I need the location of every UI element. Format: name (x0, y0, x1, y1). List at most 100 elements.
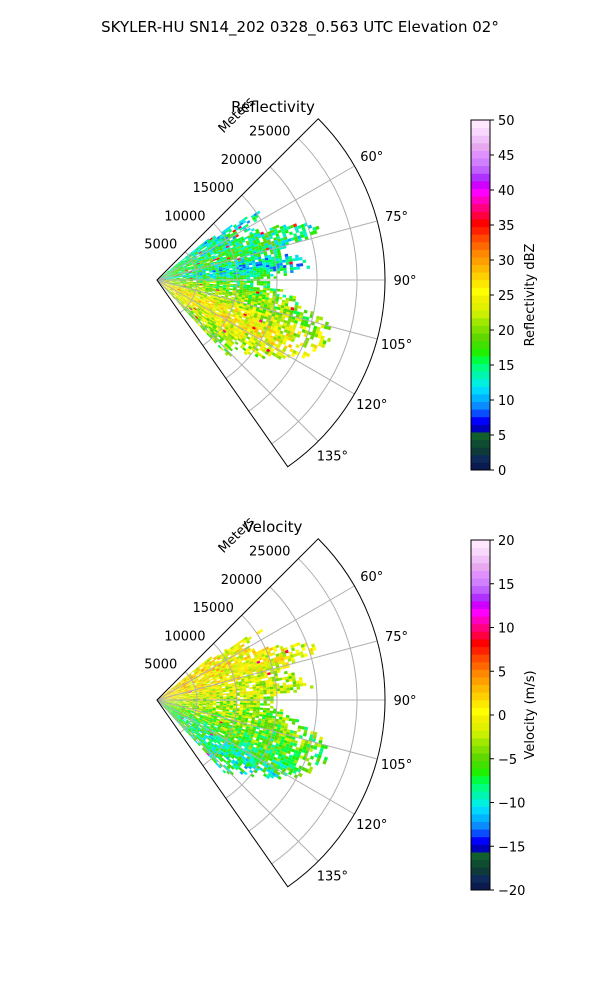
radar-gate (176, 700, 180, 702)
colorbar-swatch (471, 439, 490, 448)
radar-gate (215, 286, 220, 289)
radar-gate (181, 295, 185, 299)
radar-gate (275, 338, 281, 343)
radar-gate (238, 329, 243, 333)
radar-gate (220, 347, 224, 352)
radar-gate (167, 692, 172, 695)
radar-gate (265, 294, 270, 298)
radar-gate (312, 328, 317, 334)
radar-gate (193, 675, 197, 679)
radar-gate (177, 288, 182, 290)
radar-gate (211, 292, 216, 295)
radar-gate (216, 283, 220, 285)
radar-gate (206, 704, 210, 707)
radar-gate (172, 266, 176, 270)
radar-gate (222, 273, 227, 276)
radar-gate (181, 690, 185, 692)
radar-gate (250, 648, 255, 652)
radar-gate (225, 690, 230, 693)
radar-gate (162, 696, 166, 699)
radar-gate (234, 341, 239, 345)
radar-gate (265, 336, 270, 340)
radar-gate (210, 296, 214, 299)
radar-gate (246, 693, 250, 696)
radar-gate (211, 322, 215, 326)
radar-gate (192, 704, 196, 707)
panel-title: Reflectivity (231, 98, 315, 116)
radar-gate (189, 306, 193, 310)
radar-gate (194, 678, 199, 681)
radar-gate (259, 289, 264, 293)
radar-gate (199, 716, 204, 719)
radar-gate (212, 242, 217, 246)
radar-gate (213, 261, 218, 264)
radar-gate (189, 703, 193, 705)
radar-gate (251, 729, 256, 733)
radar-gate (172, 282, 177, 284)
radar-gate (199, 704, 203, 706)
radar-gate (273, 306, 278, 310)
radar-gate (172, 283, 176, 285)
radar-gate (259, 272, 264, 275)
radar-gate (216, 284, 220, 286)
radar-gate (232, 267, 236, 270)
radar-gate (196, 263, 201, 266)
radar-gate (202, 283, 207, 285)
radar-gate (199, 278, 204, 280)
radar-gate (231, 716, 235, 720)
radar-gate (262, 710, 267, 713)
radar-gate (246, 734, 251, 738)
radar-gate (251, 326, 256, 330)
radar-gate (169, 281, 173, 282)
radar-gate (236, 332, 241, 337)
radar-gate (195, 296, 200, 300)
radar-gate (285, 256, 289, 260)
radar-gate (247, 310, 252, 314)
radar-gate (220, 307, 224, 311)
radar-gate (268, 259, 273, 263)
radar-gate (192, 273, 196, 275)
radar-gate (167, 691, 171, 694)
radar-gate (185, 705, 189, 708)
radar-gate (232, 270, 237, 273)
radar-gate (255, 263, 260, 267)
radar-gate (175, 274, 180, 276)
radar-gate (289, 224, 295, 229)
radar-gate (175, 273, 179, 275)
radar-gate (216, 274, 220, 276)
radar-gate (180, 289, 185, 292)
radar-gate (189, 278, 193, 280)
radar-gate (223, 248, 228, 252)
radar-gate (266, 696, 271, 699)
radar-gate (236, 223, 241, 228)
radar-gate (240, 658, 245, 662)
radar-gate (235, 672, 240, 676)
radar-gate (282, 742, 287, 747)
radar-gate (203, 280, 207, 282)
radar-gate (186, 283, 190, 285)
radar-gate (262, 685, 267, 688)
radar-gate (165, 695, 169, 697)
radar-gate (215, 722, 219, 726)
radar-gate (178, 294, 182, 297)
radar-gate (233, 700, 237, 703)
radar-gate (191, 314, 195, 319)
radar-gate (238, 324, 243, 328)
radar-gate (182, 700, 187, 702)
radar-gate (192, 254, 197, 258)
radar-gate (230, 240, 235, 244)
radar-gate (179, 297, 183, 301)
radar-gate (243, 339, 248, 344)
radar-gate (189, 275, 193, 277)
radar-gate (232, 287, 237, 290)
radar-gate (182, 696, 187, 698)
radar-gate (199, 297, 203, 300)
radar-gate (213, 663, 217, 667)
radar-gate (198, 665, 203, 669)
radar-gate (233, 245, 237, 249)
radar-gate (219, 256, 223, 259)
radar-gate (189, 696, 193, 698)
radar-gate (213, 679, 218, 683)
radar-gate (246, 288, 250, 291)
radar-gate (165, 283, 169, 285)
